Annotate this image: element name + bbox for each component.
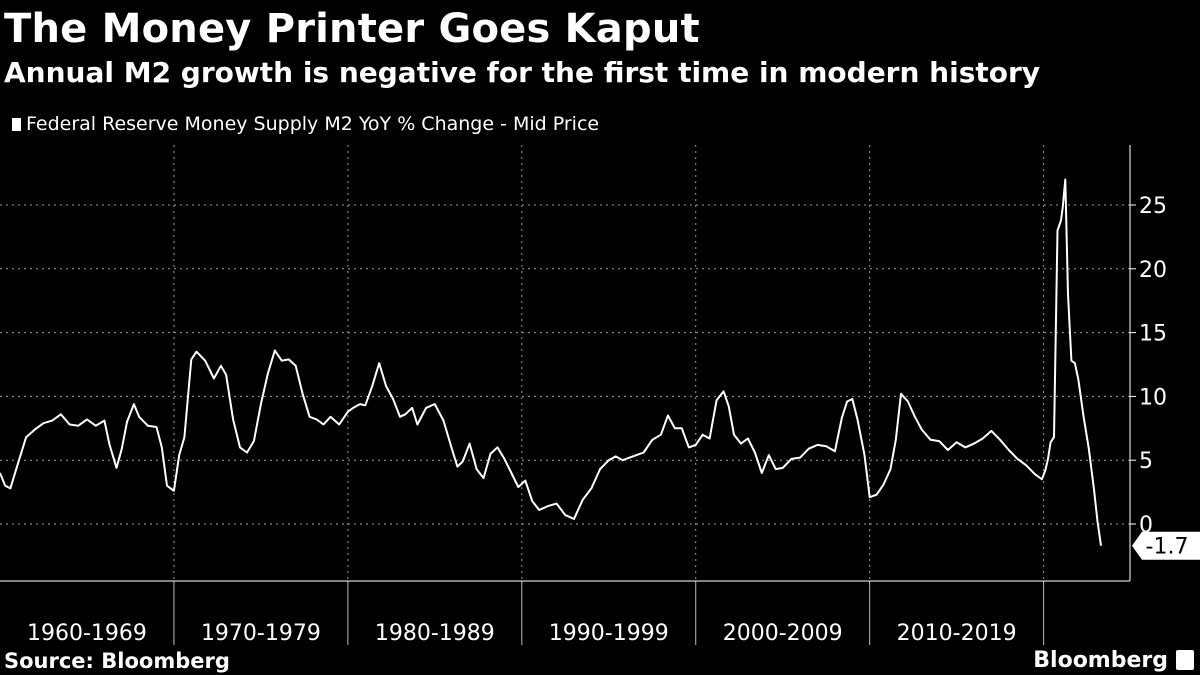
y-tick-label: 15 — [1139, 322, 1167, 347]
y-tick-label: 5 — [1139, 449, 1153, 474]
series-line — [0, 178, 1102, 546]
x-tick-label: 1960-1969 — [27, 621, 147, 646]
last-value-label: -1.7 — [1146, 535, 1189, 560]
legend-swatch — [12, 117, 21, 131]
y-tick-label: 20 — [1139, 258, 1167, 283]
source-note: Source: Bloomberg — [4, 649, 230, 673]
y-tick-label: 10 — [1139, 385, 1167, 410]
x-tick-label: 1980-1989 — [375, 621, 495, 646]
x-tick-label: 1990-1999 — [549, 621, 669, 646]
bloomberg-icon — [1176, 650, 1194, 670]
chart-subtitle: Annual M2 growth is negative for the fir… — [4, 56, 1041, 89]
brand-logo: Bloomberg — [1033, 648, 1168, 673]
y-tick-label: 25 — [1139, 194, 1167, 219]
x-tick-label: 1970-1979 — [201, 621, 321, 646]
legend-label: Federal Reserve Money Supply M2 YoY % Ch… — [26, 113, 600, 135]
last-value-marker — [1132, 531, 1200, 560]
x-tick-label: 2010-2019 — [897, 621, 1017, 646]
x-tick-label: 2000-2009 — [723, 621, 843, 646]
legend: Federal Reserve Money Supply M2 YoY % Ch… — [12, 111, 599, 137]
chart-title: The Money Printer Goes Kaput — [4, 6, 700, 52]
